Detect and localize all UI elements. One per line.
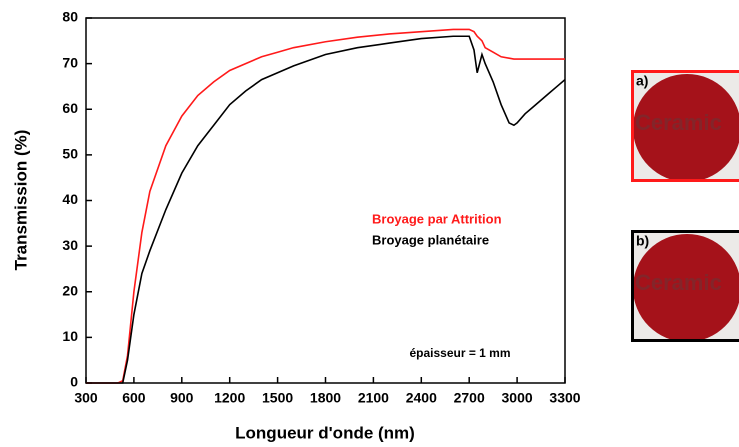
watermark: Ceramic (635, 270, 722, 295)
y-tick-label: 10 (62, 328, 78, 344)
x-tick-label: 3000 (502, 390, 533, 406)
x-tick-label: 300 (74, 390, 98, 406)
x-tick-label: 1800 (310, 390, 341, 406)
inset: Ceramic a) (631, 70, 739, 182)
inset-content: Ceramic (631, 70, 739, 182)
y-tick-label: 70 (62, 54, 78, 70)
ceramic-disc (633, 234, 739, 342)
x-tick-label: 600 (122, 390, 146, 406)
y-tick-label: 40 (62, 191, 78, 207)
x-tick-label: 2100 (358, 390, 389, 406)
inset-content: Ceramic (631, 230, 739, 342)
y-axis-title: Transmission (%) (11, 130, 30, 271)
x-tick-label: 3300 (549, 390, 580, 406)
x-tick-label: 2400 (406, 390, 437, 406)
y-tick-label: 20 (62, 282, 78, 298)
x-tick-label: 1500 (262, 390, 293, 406)
annotation: épaisseur = 1 mm (409, 346, 510, 360)
legend-label: Broyage par Attrition (372, 211, 502, 226)
x-tick-label: 1200 (214, 390, 245, 406)
inset-border (631, 70, 739, 182)
plot-frame (85, 17, 566, 384)
legend-label: Broyage planétaire (372, 232, 489, 247)
y-tick-label: 30 (62, 237, 78, 253)
x-tick-label: 2700 (454, 390, 485, 406)
x-axis-title: Longueur d'onde (nm) (235, 423, 415, 442)
series-line (86, 28, 565, 384)
ceramic-disc (633, 74, 739, 182)
inset-label: b) (636, 233, 649, 249)
inset-border (631, 230, 739, 342)
series-line (86, 35, 566, 384)
watermark: Ceramic (635, 110, 722, 135)
x-tick-label: 900 (170, 390, 194, 406)
inset-label: a) (636, 73, 648, 89)
y-tick-label: 0 (70, 374, 78, 390)
inset: Ceramic b) (631, 230, 739, 342)
y-tick-label: 80 (62, 9, 78, 25)
y-tick-label: 50 (62, 146, 78, 162)
y-tick-label: 60 (62, 100, 78, 116)
